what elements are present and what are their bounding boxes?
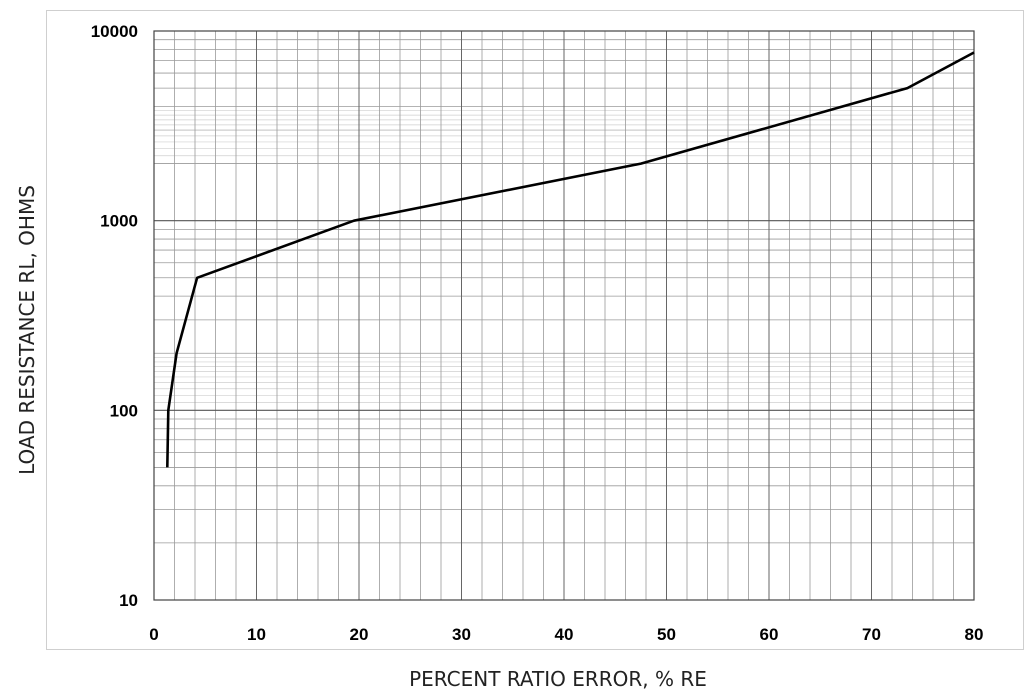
x-tick-label: 30 <box>452 625 471 644</box>
x-tick-label: 50 <box>657 625 676 644</box>
x-tick-label: 0 <box>149 625 158 644</box>
x-axis-title: PERCENT RATIO ERROR, % RE <box>409 667 707 691</box>
y-tick-label: 10 <box>119 591 138 610</box>
plot-border <box>153 30 975 601</box>
y-tick-label: 10000 <box>91 22 138 41</box>
series-layer <box>166 51 975 468</box>
x-tick-label: 60 <box>760 625 779 644</box>
series-line <box>166 51 975 468</box>
x-tick-label: 20 <box>350 625 369 644</box>
x-tick-label: 40 <box>555 625 574 644</box>
x-tick-label: 70 <box>862 625 881 644</box>
tick-labels: 0 10 20 30 40 50 60 70 80 10 100 1000 10000 <box>91 22 984 644</box>
chart-frame <box>46 10 1024 650</box>
x-tick-label: 10 <box>247 625 266 644</box>
y-tick-label: 1000 <box>100 212 138 231</box>
y-axis-title: LOAD RESISTANCE RL, OHMS <box>15 185 39 475</box>
grid <box>153 30 975 601</box>
y-tick-label: 100 <box>110 401 138 420</box>
x-tick-label: 80 <box>965 625 984 644</box>
